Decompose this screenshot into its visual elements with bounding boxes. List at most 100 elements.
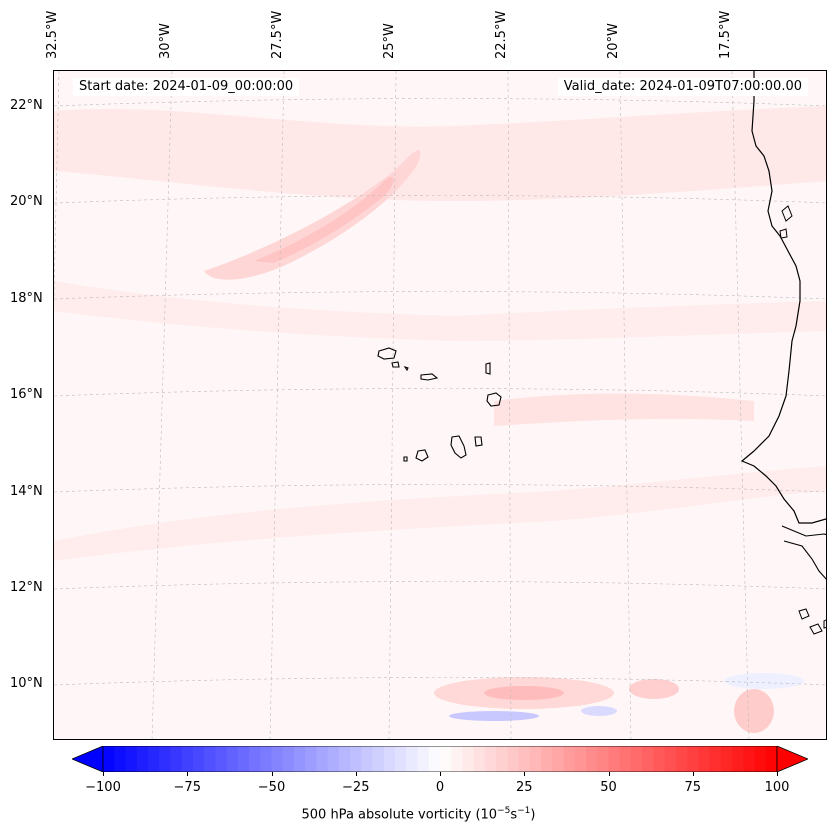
vorticity-band-mid: [54, 281, 826, 341]
vorticity-spot-south-core: [484, 686, 564, 700]
colorbar-step: [293, 746, 306, 772]
bijagos-islands: [798, 608, 826, 635]
colorbar-step: [395, 746, 407, 772]
colorbar-step: [204, 746, 216, 772]
colorbar-step: [552, 746, 565, 772]
colorbar-step: [630, 746, 643, 772]
colorbar-step: [440, 746, 452, 772]
colorbar-step: [114, 746, 126, 772]
vorticity-band-north: [54, 106, 826, 201]
colorbar-step: [338, 746, 351, 772]
colorbar-step: [720, 746, 733, 772]
colorbar-step: [563, 746, 576, 772]
colorbar-step: [619, 746, 632, 772]
neg-vorticity-east: [724, 673, 804, 689]
colorbar-tick-label: −50: [257, 780, 286, 795]
colorbar-step: [496, 746, 508, 772]
longitude-label: 27.5°W: [270, 10, 285, 59]
guinea-bissau-coast: [783, 540, 826, 580]
colorbar-tickmark: [608, 772, 610, 776]
island-santo-antao: [377, 347, 397, 360]
colorbar-tickmark: [692, 772, 694, 776]
vorticity-field: [54, 71, 826, 739]
colorbar-step: [428, 746, 441, 772]
colorbar-step: [103, 746, 115, 772]
island-brava: [403, 456, 408, 462]
colorbar-step: [709, 746, 722, 772]
colorbar-step: [473, 746, 486, 772]
colorbar-step: [372, 746, 385, 772]
longitude-label: 17.5°W: [718, 10, 733, 59]
start-date-label: Start date: 2024-01-09_00:00:00: [73, 78, 300, 96]
colorbar-tick-label: 0: [435, 780, 445, 795]
colorbar-step: [136, 746, 149, 772]
vorticity-streak: [204, 150, 421, 280]
longitude-label: 20°W: [606, 23, 621, 59]
longitude-label: 22.5°W: [494, 10, 509, 59]
colorbar-tick-label: −75: [173, 780, 201, 795]
colorbar-step: [484, 746, 497, 772]
colorbar-step: [507, 746, 520, 772]
vorticity-spot-southeast: [629, 679, 679, 699]
island-sao-nicolau: [420, 373, 439, 381]
colorbar-step: [125, 746, 138, 772]
colorbar-tick-label: 75: [684, 780, 702, 795]
colorbar-extend-left: [72, 746, 104, 772]
vorticity-band-east: [494, 393, 754, 426]
colorbar-step: [316, 746, 329, 772]
colorbar-tick-label: −25: [342, 780, 370, 795]
colorbar-step: [226, 746, 239, 772]
colorbar-step: [743, 746, 756, 772]
colorbar-step: [282, 746, 295, 772]
colorbar-step: [350, 746, 362, 772]
colorbar-tickmark: [187, 772, 189, 776]
island-maio: [474, 436, 483, 447]
colorbar-step: [237, 746, 250, 772]
map-panel: [53, 70, 827, 740]
island-boa-vista: [486, 392, 502, 407]
colorbar-step: [518, 746, 531, 772]
valid-date-label: Valid_date: 2024-01-09T07:00:00.00: [557, 78, 808, 96]
colorbar: [72, 746, 808, 772]
latitude-label: 14°N: [10, 484, 43, 499]
colorbar-step: [417, 746, 430, 772]
colorbar-tickmark: [355, 772, 357, 776]
island-santiago: [450, 435, 467, 459]
latitude-label: 20°N: [10, 194, 43, 209]
colorbar-step: [406, 746, 419, 772]
island-fogo: [415, 449, 429, 462]
colorbar-tick-label: 100: [764, 780, 790, 795]
colorbar-step: [765, 746, 778, 772]
cape-verde-islands: [377, 347, 502, 462]
colorbar-step: [586, 746, 598, 772]
colorbar-tickmark: [440, 772, 441, 776]
vorticity-band-south: [54, 466, 826, 561]
latitude-label: 18°N: [10, 291, 43, 306]
latitude-label: 12°N: [10, 580, 43, 595]
colorbar-step: [574, 746, 587, 772]
colorbar-step: [698, 746, 711, 772]
colorbar-step: [451, 746, 463, 772]
colorbar-steps: [103, 746, 778, 772]
colorbar-step: [675, 746, 688, 772]
latitude-label: 10°N: [10, 676, 43, 691]
colorbar-step: [754, 746, 767, 772]
colorbar-step: [147, 746, 160, 772]
colorbar-step: [215, 746, 228, 772]
vorticity-spot-east: [734, 689, 774, 733]
longitude-label: 25°W: [382, 23, 397, 59]
colorbar-tick-label: 50: [600, 780, 617, 795]
latitude-label: 16°N: [10, 387, 43, 402]
latitude-label: 22°N: [10, 98, 43, 113]
graticule: [54, 71, 826, 739]
gambia-coast: [781, 525, 826, 537]
mauritania-inlets: [779, 205, 793, 239]
colorbar-extend-right: [776, 746, 808, 772]
colorbar-label: 500 hPa absolute vorticity (10−5s−1): [301, 806, 536, 823]
colorbar-step: [361, 746, 374, 772]
colorbar-step: [462, 746, 475, 772]
colorbar-step: [271, 746, 284, 772]
colorbar-step: [192, 746, 205, 772]
colorbar-step: [541, 746, 553, 772]
colorbar-step: [159, 746, 171, 772]
